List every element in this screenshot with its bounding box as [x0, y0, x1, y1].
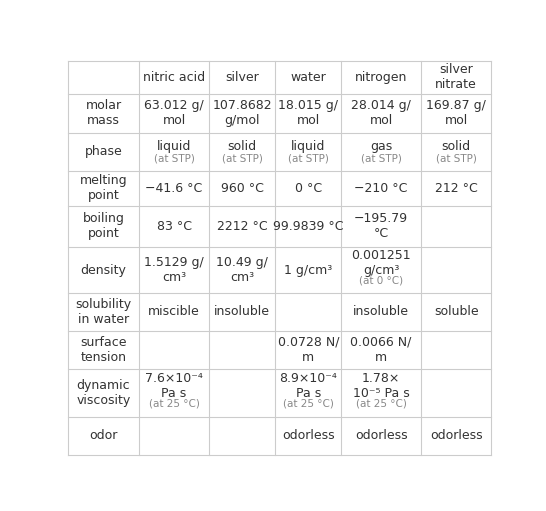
- Text: nitrogen: nitrogen: [355, 71, 407, 84]
- Text: 960 °C: 960 °C: [221, 181, 264, 195]
- Text: 10.49 g/
cm³: 10.49 g/ cm³: [216, 256, 268, 284]
- Text: 83 °C: 83 °C: [157, 220, 192, 233]
- Text: surface
tension: surface tension: [80, 336, 127, 364]
- Text: −210 °C: −210 °C: [354, 181, 408, 195]
- Text: 1.78×
10⁻⁵ Pa s: 1.78× 10⁻⁵ Pa s: [353, 371, 410, 400]
- Text: solid: solid: [442, 140, 471, 153]
- Text: 7.6×10⁻⁴
Pa s: 7.6×10⁻⁴ Pa s: [145, 371, 203, 400]
- Text: water: water: [290, 71, 326, 84]
- Text: density: density: [81, 264, 127, 276]
- Text: liquid: liquid: [291, 140, 325, 153]
- Text: odorless: odorless: [430, 429, 483, 443]
- Text: (at 25 °C): (at 25 °C): [283, 399, 334, 409]
- Text: molar
mass: molar mass: [86, 99, 122, 127]
- Text: odorless: odorless: [355, 429, 407, 443]
- Text: 0.0066 N/
m: 0.0066 N/ m: [351, 336, 412, 364]
- Text: phase: phase: [85, 145, 122, 158]
- Text: (at STP): (at STP): [436, 154, 477, 164]
- Text: gas: gas: [370, 140, 392, 153]
- Text: 0 °C: 0 °C: [295, 181, 322, 195]
- Text: solid: solid: [228, 140, 257, 153]
- Text: (at STP): (at STP): [222, 154, 263, 164]
- Text: (at 25 °C): (at 25 °C): [355, 399, 407, 409]
- Text: odor: odor: [90, 429, 118, 443]
- Text: insoluble: insoluble: [353, 306, 409, 318]
- Text: 63.012 g/
mol: 63.012 g/ mol: [144, 99, 204, 127]
- Text: 0.0728 N/
m: 0.0728 N/ m: [277, 336, 339, 364]
- Text: 0.001251
g/cm³: 0.001251 g/cm³: [351, 249, 411, 277]
- Text: nitric acid: nitric acid: [143, 71, 205, 84]
- Text: (at STP): (at STP): [360, 154, 401, 164]
- Text: −41.6 °C: −41.6 °C: [145, 181, 203, 195]
- Text: solubility
in water: solubility in water: [75, 298, 132, 326]
- Text: miscible: miscible: [148, 306, 200, 318]
- Text: insoluble: insoluble: [214, 306, 270, 318]
- Text: silver: silver: [225, 71, 259, 84]
- Text: liquid: liquid: [157, 140, 191, 153]
- Text: 212 °C: 212 °C: [435, 181, 478, 195]
- Text: 99.9839 °C: 99.9839 °C: [273, 220, 343, 233]
- Text: (at 25 °C): (at 25 °C): [149, 399, 199, 409]
- Text: (at STP): (at STP): [153, 154, 194, 164]
- Text: 2212 °C: 2212 °C: [217, 220, 268, 233]
- Text: 1 g/cm³: 1 g/cm³: [284, 264, 333, 276]
- Text: 8.9×10⁻⁴
Pa s: 8.9×10⁻⁴ Pa s: [280, 371, 337, 400]
- Text: (at 0 °C): (at 0 °C): [359, 275, 403, 285]
- Text: −195.79
°C: −195.79 °C: [354, 212, 408, 240]
- Text: 107.8682
g/mol: 107.8682 g/mol: [212, 99, 272, 127]
- Text: 18.015 g/
mol: 18.015 g/ mol: [278, 99, 339, 127]
- Text: silver
nitrate: silver nitrate: [435, 63, 477, 91]
- Text: 1.5129 g/
cm³: 1.5129 g/ cm³: [144, 256, 204, 284]
- Text: (at STP): (at STP): [288, 154, 329, 164]
- Text: soluble: soluble: [434, 306, 478, 318]
- Text: odorless: odorless: [282, 429, 335, 443]
- Text: melting
point: melting point: [80, 174, 127, 202]
- Text: 169.87 g/
mol: 169.87 g/ mol: [426, 99, 486, 127]
- Text: dynamic
viscosity: dynamic viscosity: [76, 379, 130, 407]
- Text: 28.014 g/
mol: 28.014 g/ mol: [351, 99, 411, 127]
- Text: boiling
point: boiling point: [82, 212, 124, 240]
